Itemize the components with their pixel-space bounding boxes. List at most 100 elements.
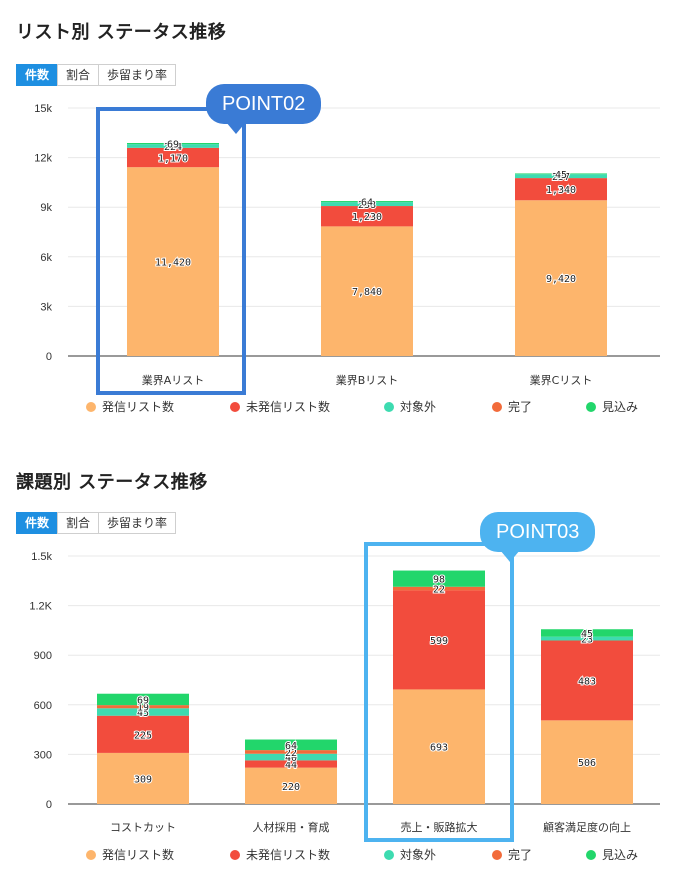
- legend-label: 対象外: [400, 848, 437, 862]
- data-label: 1,230: [352, 212, 382, 223]
- callout-point02: POINT02: [206, 84, 322, 134]
- legend-item[interactable]: 未発信リスト数: [230, 846, 330, 863]
- tab-count[interactable]: 件数: [16, 512, 59, 534]
- tab-yield-rate[interactable]: 歩留まり率: [98, 512, 177, 534]
- legend-marker-icon: [86, 849, 96, 860]
- legend-item[interactable]: 発信リスト数: [86, 398, 174, 415]
- bar-segment[interactable]: [97, 705, 189, 709]
- y-tick-label: 6k: [40, 252, 52, 264]
- bar-segment[interactable]: [515, 178, 607, 201]
- bar-segment[interactable]: [245, 760, 337, 768]
- bar-segment[interactable]: [393, 689, 485, 804]
- legend-marker-icon: [492, 401, 502, 412]
- y-tick-label: 15k: [34, 103, 52, 115]
- bar-segment[interactable]: [393, 590, 485, 690]
- data-label: 224: [164, 142, 182, 153]
- legend-item[interactable]: 対象外: [384, 398, 436, 415]
- category-label: 売上・販路拡大: [401, 820, 478, 834]
- legend-label: 未発信リスト数: [246, 400, 331, 414]
- bar-segment[interactable]: [541, 629, 633, 637]
- bar-segment[interactable]: [127, 143, 219, 145]
- data-label: 238: [358, 200, 376, 211]
- bar-segment[interactable]: [321, 201, 413, 203]
- legend-item[interactable]: 見込み: [586, 846, 638, 863]
- legend-item[interactable]: 未発信リスト数: [230, 398, 330, 415]
- legend-label: 完了: [508, 848, 533, 862]
- bar-segment[interactable]: [127, 147, 219, 168]
- data-label: 22: [285, 748, 297, 759]
- bar-segment[interactable]: [393, 570, 485, 587]
- bar-segment[interactable]: [321, 226, 413, 356]
- bar-segment[interactable]: [127, 144, 219, 148]
- category-label: コストカット: [110, 821, 176, 834]
- data-label: 309: [134, 774, 152, 785]
- data-label: 40: [285, 753, 297, 764]
- category-label: 人材採用・育成: [253, 820, 330, 834]
- bar-segment[interactable]: [541, 636, 633, 641]
- legend-item[interactable]: 発信リスト数: [86, 846, 174, 863]
- data-label: 506: [578, 758, 596, 769]
- bar-segment[interactable]: [245, 739, 337, 751]
- legend-marker-icon: [586, 849, 596, 860]
- legend-marker-icon: [384, 849, 394, 860]
- bar-segment[interactable]: [97, 715, 189, 753]
- bar-segment[interactable]: [541, 640, 633, 721]
- tab-count[interactable]: 件数: [16, 64, 59, 86]
- legend-item[interactable]: 対象外: [384, 846, 436, 863]
- bar-segment[interactable]: [515, 173, 607, 175]
- y-tick-label: 900: [34, 650, 52, 662]
- tab-yield-rate[interactable]: 歩留まり率: [98, 64, 177, 86]
- data-label: 19: [137, 703, 149, 714]
- category-label: 業界Bリスト: [336, 374, 399, 387]
- y-tick-label: 1.5k: [31, 551, 52, 563]
- bar-segment[interactable]: [245, 753, 337, 761]
- stacked-bar-chart-issue: 03006009001.2K1.5k309225451969コストカット2204…: [29, 551, 660, 834]
- data-label: 69: [137, 695, 149, 706]
- legend-label: 対象外: [400, 400, 437, 414]
- bar-segment[interactable]: [541, 720, 633, 804]
- category-label: 業界Cリスト: [530, 374, 593, 387]
- data-label: 23: [581, 635, 593, 646]
- bar-segment[interactable]: [97, 752, 189, 804]
- data-label: 1,170: [158, 154, 188, 165]
- bar-segment[interactable]: [515, 174, 607, 179]
- tab-ratio[interactable]: 割合: [57, 512, 100, 534]
- y-tick-label: 1.2K: [29, 601, 52, 613]
- legend-label: 完了: [508, 400, 533, 414]
- bar-segment[interactable]: [97, 693, 189, 706]
- y-tick-label: 600: [34, 700, 52, 712]
- y-tick-label: 3k: [40, 301, 52, 313]
- bar-segment[interactable]: [245, 750, 337, 754]
- category-label: 業界Aリスト: [142, 374, 205, 387]
- y-tick-label: 0: [46, 351, 52, 363]
- data-label: 45: [137, 708, 149, 719]
- data-label: 98: [433, 575, 445, 586]
- legend-item[interactable]: 完了: [492, 846, 532, 863]
- legend-label: 発信リスト数: [102, 848, 175, 862]
- bar-segment[interactable]: [515, 200, 607, 356]
- data-label: 693: [430, 743, 448, 754]
- bar-segment[interactable]: [321, 202, 413, 207]
- bar-segment[interactable]: [97, 708, 189, 716]
- data-label: 64: [361, 198, 373, 209]
- view-tabs: 件数 割合 歩留まり率: [16, 512, 177, 534]
- data-label: 220: [282, 782, 300, 793]
- bar-segment[interactable]: [127, 167, 219, 356]
- data-label: 237: [552, 172, 570, 183]
- y-tick-label: 0: [46, 799, 52, 811]
- chart-section-issue: 課題別 ステータス推移 件数 割合 歩留まり率 0 300 600 900 1.2K 1.…: [0, 450, 690, 877]
- bar-segment[interactable]: [321, 206, 413, 227]
- category-label: 顧客満足度の向上: [543, 820, 631, 834]
- y-tick-label: 9k: [40, 202, 52, 214]
- data-label: 225: [134, 730, 152, 741]
- legend-marker-icon: [230, 849, 240, 860]
- legend-item[interactable]: 見込み: [586, 398, 638, 415]
- chart-legend: 発信リスト数 未発信リスト数 対象外 完了 見込み: [0, 398, 690, 416]
- bar-segment[interactable]: [245, 767, 337, 804]
- legend-label: 未発信リスト数: [246, 848, 331, 862]
- legend-item[interactable]: 完了: [492, 398, 532, 415]
- bar-segment[interactable]: [393, 586, 485, 591]
- legend-label: 見込み: [602, 848, 639, 862]
- y-tick-label: 12k: [34, 153, 52, 165]
